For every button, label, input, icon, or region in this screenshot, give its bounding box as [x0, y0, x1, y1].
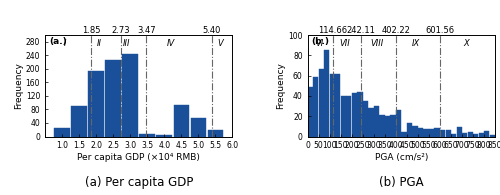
Bar [374, 106, 379, 136]
X-axis label: PGA (cm/s²): PGA (cm/s²) [374, 153, 428, 162]
Text: 601.56: 601.56 [426, 26, 455, 35]
Bar [335, 74, 340, 136]
Text: 2.73: 2.73 [112, 26, 130, 35]
Bar [352, 93, 357, 136]
Bar [156, 135, 172, 136]
Title: (b) PGA: (b) PGA [379, 176, 424, 190]
Bar [440, 130, 445, 136]
Bar [358, 92, 362, 136]
Bar [380, 115, 384, 136]
Bar [190, 118, 206, 136]
Bar [313, 77, 318, 136]
Bar [174, 105, 189, 136]
Text: (a.): (a.) [49, 37, 66, 46]
Bar [456, 127, 462, 136]
Bar [324, 50, 330, 136]
Bar [434, 128, 440, 136]
Text: (b.): (b.) [311, 37, 329, 46]
Bar [396, 110, 401, 136]
Bar [308, 87, 313, 136]
Bar [106, 60, 121, 136]
Y-axis label: Frequency: Frequency [276, 62, 285, 109]
Text: X: X [464, 39, 469, 48]
Bar [402, 132, 406, 136]
Bar [407, 123, 412, 136]
Bar [330, 74, 335, 136]
Bar [390, 115, 396, 136]
Bar [54, 128, 70, 136]
Text: 5.40: 5.40 [203, 26, 221, 35]
Bar [346, 96, 352, 136]
Text: 242.11: 242.11 [346, 26, 376, 35]
Bar [468, 132, 473, 136]
Bar [122, 54, 138, 136]
Bar [424, 129, 428, 136]
Bar [446, 130, 450, 136]
Text: III: III [123, 39, 130, 48]
Text: V: V [218, 39, 224, 48]
Bar [484, 131, 490, 136]
Bar [88, 71, 104, 136]
Text: VI: VI [316, 39, 324, 48]
Title: (a) Per capita GDP: (a) Per capita GDP [84, 176, 193, 190]
Bar [473, 135, 478, 136]
Bar [385, 116, 390, 136]
Text: IX: IX [412, 39, 420, 48]
Text: IV: IV [167, 39, 175, 48]
Bar [363, 101, 368, 136]
Bar [208, 130, 224, 136]
Bar [478, 133, 484, 136]
Text: II: II [97, 39, 102, 48]
Text: 114.66: 114.66 [318, 26, 348, 35]
X-axis label: Per capita GDP (×10⁴ RMB): Per capita GDP (×10⁴ RMB) [78, 153, 200, 162]
Bar [318, 69, 324, 136]
Bar [72, 106, 87, 136]
Bar [412, 126, 418, 136]
Bar [140, 134, 155, 136]
Text: VII: VII [340, 39, 350, 48]
Text: I: I [64, 39, 66, 48]
Bar [418, 128, 423, 136]
Text: 1.85: 1.85 [82, 26, 100, 35]
Bar [429, 129, 434, 136]
Text: 3.47: 3.47 [137, 26, 156, 35]
Bar [462, 133, 468, 136]
Y-axis label: Frequency: Frequency [14, 62, 23, 109]
Bar [368, 108, 374, 136]
Text: 402.22: 402.22 [382, 26, 410, 35]
Bar [340, 96, 346, 136]
Text: VIII: VIII [370, 39, 384, 48]
Bar [451, 135, 456, 136]
